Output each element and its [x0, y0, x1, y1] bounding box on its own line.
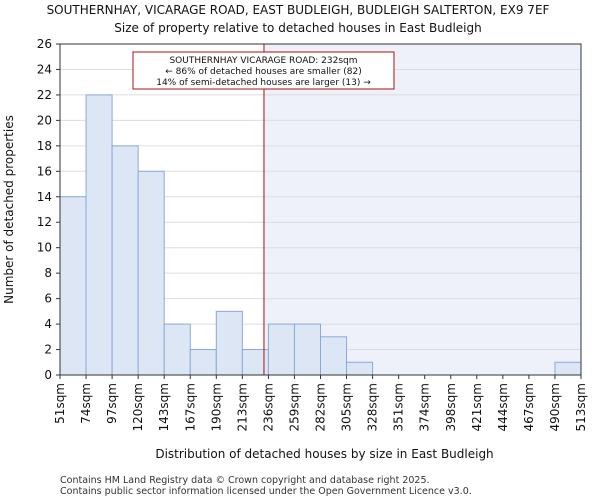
annotation-title: SOUTHERNHAY VICARAGE ROAD: 232sqm — [169, 56, 357, 66]
histogram-bar — [137, 170, 165, 376]
property-annotation: SOUTHERNHAY VICARAGE ROAD: 232sqm ← 86% … — [132, 51, 395, 90]
annotation-box — [132, 51, 395, 90]
x-tick-label: 51sqm — [53, 383, 67, 424]
y-tick-label: 18 — [37, 139, 52, 153]
chart-subtitle: Size of property relative to detached ho… — [114, 21, 481, 35]
x-tick-label: 282sqm — [314, 383, 328, 431]
x-tick-label: 421sqm — [470, 383, 484, 431]
x-tick-label: 490sqm — [548, 383, 562, 431]
histogram-bar — [241, 349, 269, 376]
x-tick-label: 213sqm — [235, 383, 249, 431]
x-tick-label: 444sqm — [496, 383, 510, 431]
y-tick-label: 24 — [37, 62, 52, 76]
x-tick-label: 467sqm — [522, 383, 536, 431]
x-axis-label: Distribution of detached houses by size … — [155, 447, 493, 461]
histogram-bar — [320, 336, 348, 376]
y-tick-label: 4 — [44, 317, 52, 331]
chart-title: SOUTHERNHAY, VICARAGE ROAD, EAST BUDLEIG… — [47, 3, 550, 17]
histogram-bar — [215, 310, 243, 376]
histogram-bar — [293, 323, 322, 376]
y-tick-label: 6 — [44, 292, 52, 306]
x-tick-label: 305sqm — [340, 383, 354, 431]
y-axis-label: Number of detached properties — [2, 115, 16, 304]
x-tick-label: 190sqm — [209, 383, 223, 431]
x-axis-ticks: 51sqm 74sqm 97sqm 120sqm 143sqm 167sqm 190sqm 2… — [53, 375, 588, 431]
y-tick-label: 26 — [37, 37, 52, 51]
histogram-bar — [554, 361, 582, 376]
x-tick-label: 374sqm — [418, 383, 432, 431]
histogram-bar — [189, 349, 217, 376]
x-tick-label: 167sqm — [183, 383, 197, 431]
histogram-bar — [267, 323, 295, 376]
x-tick-label: 74sqm — [79, 383, 93, 424]
y-tick-label: 22 — [37, 88, 52, 102]
y-tick-label: 12 — [37, 215, 52, 229]
x-tick-label: 236sqm — [261, 383, 275, 431]
footer-licence: Contains public sector information licen… — [60, 486, 472, 497]
histogram-bar — [111, 145, 139, 376]
footer-copyright: Contains HM Land Registry data © Crown c… — [60, 475, 430, 486]
y-tick-label: 0 — [44, 368, 52, 382]
y-tick-label: 10 — [37, 241, 52, 255]
y-tick-label: 16 — [37, 164, 52, 178]
histogram-bars — [59, 94, 582, 376]
histogram-bar — [346, 361, 374, 376]
annotation-larger: 14% of semi-detached houses are larger (… — [156, 78, 371, 88]
y-tick-label: 2 — [44, 343, 52, 357]
x-tick-label: 328sqm — [366, 383, 380, 431]
x-tick-label: 398sqm — [444, 383, 458, 431]
larger-properties-highlight — [263, 44, 581, 375]
x-tick-label: 97sqm — [105, 383, 119, 424]
x-tick-label: 259sqm — [287, 383, 301, 431]
histogram-bar — [59, 196, 87, 376]
annotation-smaller: ← 86% of detached houses are smaller (82… — [165, 67, 362, 77]
histogram-bar — [85, 94, 113, 376]
x-tick-label: 143sqm — [157, 383, 171, 431]
x-tick-label: 351sqm — [392, 383, 406, 431]
y-tick-label: 8 — [44, 266, 52, 280]
y-tick-label: 20 — [37, 113, 52, 127]
y-tick-label: 14 — [37, 190, 52, 204]
x-tick-label: 513sqm — [574, 383, 588, 431]
histogram-bar — [163, 323, 191, 376]
x-tick-label: 120sqm — [131, 383, 145, 431]
